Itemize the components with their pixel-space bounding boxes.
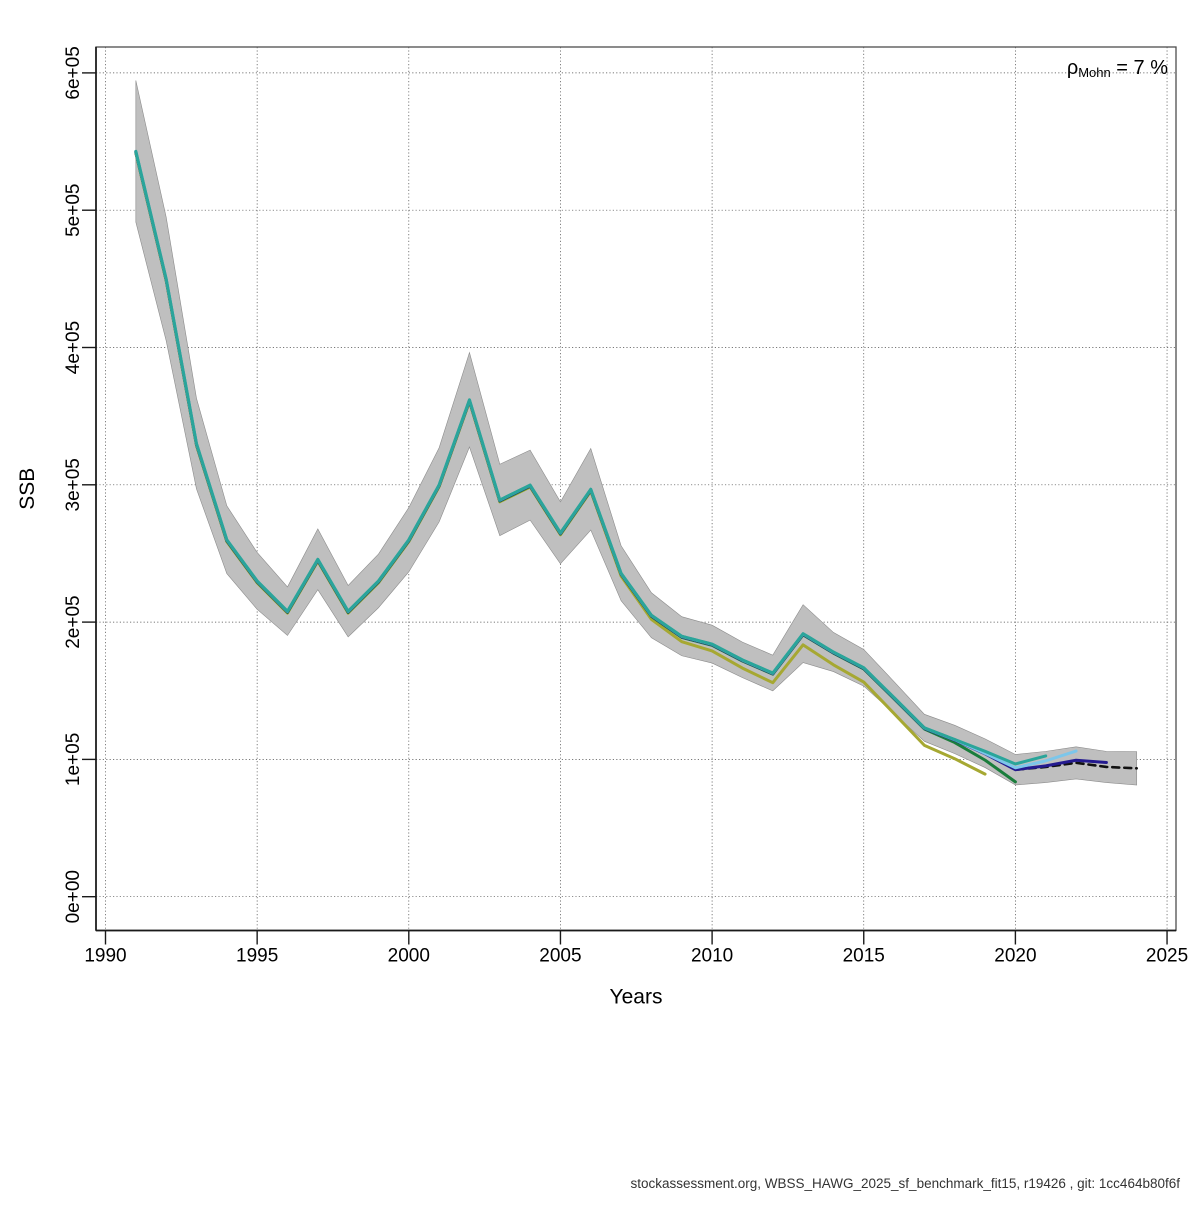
svg-text:stockassessment.org, WBSS_HAWG: stockassessment.org, WBSS_HAWG_2025_sf_b… xyxy=(630,1176,1180,1191)
svg-text:0e+00: 0e+00 xyxy=(63,870,84,923)
svg-text:2025: 2025 xyxy=(1146,946,1188,967)
svg-text:1995: 1995 xyxy=(236,946,278,967)
svg-text:1e+05: 1e+05 xyxy=(63,733,84,786)
svg-text:2020: 2020 xyxy=(994,946,1036,967)
svg-text:Years: Years xyxy=(610,986,663,1009)
svg-text:5e+05: 5e+05 xyxy=(63,184,84,237)
svg-text:2000: 2000 xyxy=(388,946,430,967)
svg-text:3e+05: 3e+05 xyxy=(63,458,84,511)
svg-text:1990: 1990 xyxy=(84,946,126,967)
svg-text:4e+05: 4e+05 xyxy=(63,321,84,374)
svg-text:SSB: SSB xyxy=(16,468,39,510)
svg-text:2015: 2015 xyxy=(843,946,885,967)
svg-text:2005: 2005 xyxy=(539,946,581,967)
svg-text:2e+05: 2e+05 xyxy=(63,595,84,648)
svg-text:6e+05: 6e+05 xyxy=(63,46,84,99)
svg-text:2010: 2010 xyxy=(691,946,733,967)
